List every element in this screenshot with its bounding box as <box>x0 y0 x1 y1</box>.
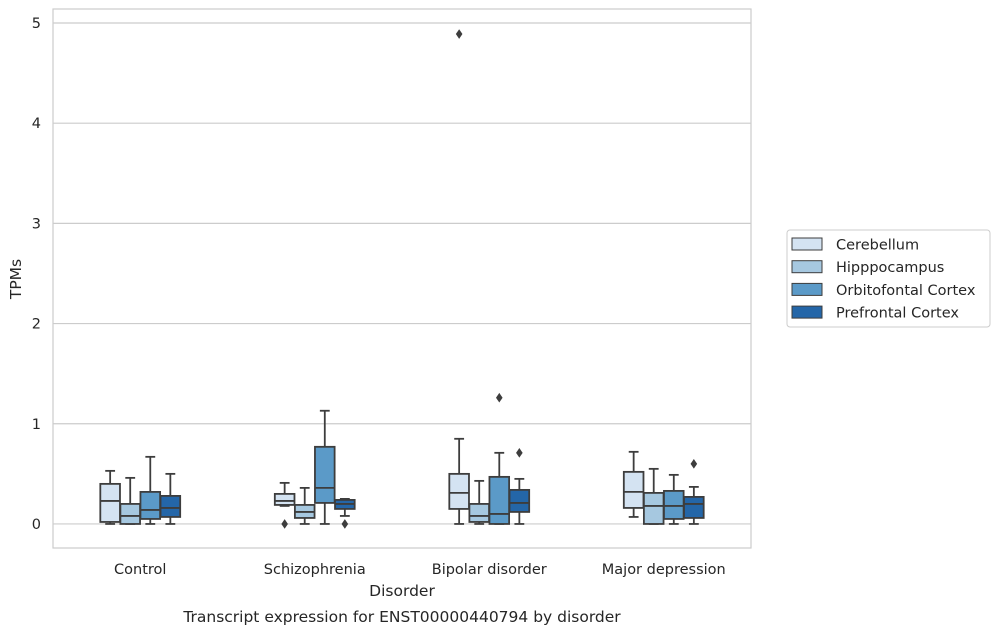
box-iqr <box>642 491 665 525</box>
box-iqr <box>622 470 645 509</box>
box-group <box>468 479 490 525</box>
box-group <box>334 498 356 529</box>
legend-swatch <box>791 237 823 251</box>
box-iqr <box>683 496 705 519</box>
x-axis-title: Disorder <box>369 582 435 600</box>
legend-swatch <box>791 305 823 319</box>
box-iqr <box>99 482 121 523</box>
box-iqr <box>468 503 490 523</box>
box-group <box>663 473 685 525</box>
legend-label: Hipppocampus <box>836 260 944 276</box>
legend: Cerebellum Hipppocampus Orbitofontal Corte… <box>786 229 991 328</box>
y-tick-label: 5 <box>32 16 41 32</box>
box-iqr <box>508 488 531 513</box>
box-group <box>159 472 182 525</box>
chart-caption: Transcript expression for ENST0000044079… <box>182 608 621 626</box>
box-group <box>642 467 665 525</box>
box-iqr <box>663 489 685 520</box>
x-tick-label: Schizophrenia <box>264 562 366 578</box>
box-group <box>488 392 511 525</box>
x-tick-label: Bipolar disorder <box>432 562 547 578</box>
box-iqr <box>314 445 336 504</box>
y-tick-label: 0 <box>32 517 41 533</box>
box-iqr <box>159 495 182 518</box>
box-group <box>293 486 316 525</box>
outlier-point <box>690 459 698 469</box>
box-iqr <box>273 492 296 506</box>
y-tick-label: 2 <box>32 317 41 333</box>
y-axis-title: TPMs <box>7 259 25 300</box>
outlier-point <box>516 448 523 458</box>
plot-frame <box>52 8 752 549</box>
x-tick-labels: Control Schizophrenia Bipolar disorder Majo… <box>114 562 726 578</box>
box-iqr <box>448 472 470 510</box>
box-group <box>314 409 336 525</box>
legend-swatch <box>791 260 823 274</box>
box-group <box>99 469 121 525</box>
y-tick-label: 4 <box>32 116 41 132</box>
box-group <box>448 29 470 525</box>
y-tick-label: 1 <box>32 417 41 433</box>
box-group <box>508 448 531 525</box>
box-iqr <box>119 503 141 525</box>
outlier-point <box>455 29 463 39</box>
boxes <box>99 29 705 529</box>
legend-label: Orbitofontal Cortex <box>836 283 976 299</box>
legend-swatch <box>791 282 823 296</box>
grid-lines <box>53 22 751 525</box>
box-group <box>119 476 141 525</box>
outlier-point <box>495 392 503 403</box>
legend-frame <box>786 229 991 328</box>
box-group <box>139 455 162 525</box>
outlier-point <box>341 519 349 529</box>
box-group <box>622 450 645 518</box>
x-tick-label: Major depression <box>602 562 726 578</box>
box-group <box>683 459 705 525</box>
legend-label: Prefrontal Cortex <box>836 306 959 322</box>
y-tick-labels: 0 1 2 3 4 5 <box>32 16 41 533</box>
outlier-point <box>281 519 288 529</box>
legend-label: Cerebellum <box>836 238 919 254</box>
box-group <box>273 481 296 529</box>
y-tick-label: 3 <box>32 216 41 232</box>
x-tick-label: Control <box>114 562 166 578</box>
box-iqr <box>139 490 162 520</box>
box-iqr <box>488 475 511 525</box>
